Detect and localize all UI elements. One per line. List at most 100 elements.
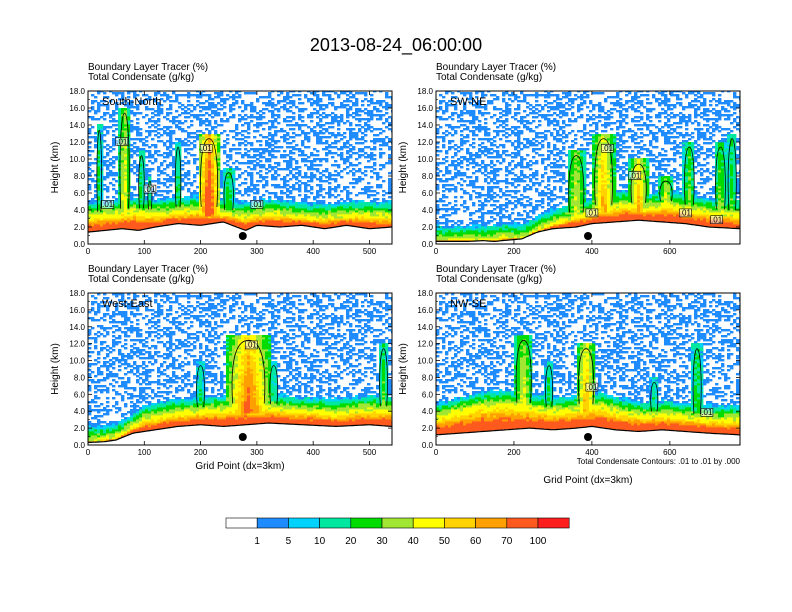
tracer-cell	[373, 208, 377, 211]
tracer-cell	[262, 216, 266, 219]
tracer-cell	[340, 114, 344, 123]
tracer-cell	[499, 226, 503, 229]
tracer-cell	[715, 204, 719, 207]
tracer-cell	[217, 160, 221, 163]
tracer-cell	[121, 395, 125, 402]
tracer-cell	[460, 134, 464, 137]
tracer-cell	[490, 94, 494, 97]
tracer-cell	[514, 140, 518, 143]
tracer-cell	[94, 132, 98, 135]
tracer-cell	[304, 124, 308, 127]
tracer-cell	[247, 132, 251, 135]
tracer-cell	[244, 200, 248, 203]
tracer-cell	[250, 214, 254, 219]
tracer-cell	[277, 200, 281, 203]
tracer-cell	[199, 214, 203, 217]
tracer-cell	[139, 186, 143, 199]
tracer-cell	[505, 128, 509, 131]
tracer-cell	[262, 148, 266, 155]
tracer-cell	[247, 210, 251, 217]
tracer-cell	[130, 415, 134, 418]
tracer-cell	[448, 208, 452, 211]
tracer-cell	[250, 92, 254, 95]
tracer-cell	[448, 184, 452, 187]
tracer-cell	[91, 214, 95, 221]
tracer-cell	[355, 218, 359, 223]
tracer-cell	[439, 106, 443, 111]
tracer-cell	[127, 108, 131, 117]
tracer-cell	[286, 210, 290, 215]
tracer-cell	[730, 178, 734, 199]
tracer-cell	[622, 208, 626, 211]
tracer-cell	[322, 208, 326, 213]
tracer-cell	[709, 220, 713, 229]
tracer-cell	[538, 110, 542, 113]
tracer-cell	[367, 206, 371, 211]
tracer-cell	[724, 152, 728, 155]
tracer-cell	[136, 216, 140, 221]
tracer-cell	[103, 220, 107, 225]
tracer-cell	[463, 156, 467, 161]
tracer-cell	[307, 132, 311, 135]
tracer-cell	[112, 319, 116, 324]
tracer-cell	[481, 160, 485, 165]
tracer-cell	[460, 204, 464, 207]
tracer-cell	[160, 204, 164, 209]
tracer-cell	[658, 112, 662, 119]
tracer-cell	[364, 166, 368, 169]
tracer-cell	[715, 100, 719, 103]
tracer-cell	[211, 168, 215, 173]
tracer-cell	[214, 120, 218, 125]
tracer-cell	[526, 138, 530, 145]
tracer-cell	[379, 138, 383, 143]
tracer-cell	[157, 202, 161, 205]
tracer-cell	[88, 405, 92, 416]
tracer-cell	[532, 94, 536, 97]
tracer-cell	[232, 136, 236, 139]
tracer-cell	[523, 138, 527, 141]
tracer-cell	[295, 216, 299, 219]
tracer-cell	[127, 397, 131, 400]
tracer-cell	[583, 202, 587, 207]
tracer-cell	[277, 216, 281, 221]
tracer-cell	[580, 166, 584, 169]
tracer-cell	[439, 94, 443, 97]
contour-label: .01	[199, 144, 213, 153]
tracer-cell	[700, 220, 704, 227]
tracer-cell	[241, 134, 245, 137]
tracer-cell	[637, 204, 641, 215]
tracer-cell	[619, 110, 623, 119]
tracer-cell	[307, 98, 311, 103]
tracer-cell	[595, 160, 599, 165]
tracer-cell	[154, 134, 158, 137]
tracer-cell	[520, 232, 524, 237]
tracer-cell	[133, 204, 137, 209]
tracer-cell	[367, 186, 371, 193]
tracer-cell	[316, 91, 320, 93]
tracer-cell	[487, 112, 491, 115]
tracer-cell	[217, 206, 221, 215]
tracer-cell	[388, 104, 392, 109]
tracer-cell	[601, 164, 605, 173]
tracer-cell	[256, 216, 260, 219]
tracer-cell	[619, 200, 623, 203]
tracer-cell	[448, 116, 452, 119]
tracer-cell	[97, 124, 101, 131]
tracer-cell	[502, 92, 506, 97]
tracer-cell	[244, 122, 248, 125]
tracer-cell	[229, 91, 233, 93]
tracer-cell	[94, 184, 98, 189]
tracer-cell	[529, 122, 533, 125]
tracer-cell	[502, 192, 506, 197]
tracer-cell	[298, 202, 302, 205]
tracer-cell	[463, 124, 467, 127]
tracer-cell	[505, 202, 509, 209]
tracer-cell	[577, 222, 581, 227]
tracer-cell	[145, 150, 149, 153]
tracer-cell	[535, 140, 539, 143]
tracer-cell	[706, 124, 710, 127]
tracer-cell	[382, 224, 386, 229]
tracer-cell	[250, 168, 254, 171]
tracer-cell	[622, 150, 626, 153]
tracer-cell	[499, 154, 503, 159]
